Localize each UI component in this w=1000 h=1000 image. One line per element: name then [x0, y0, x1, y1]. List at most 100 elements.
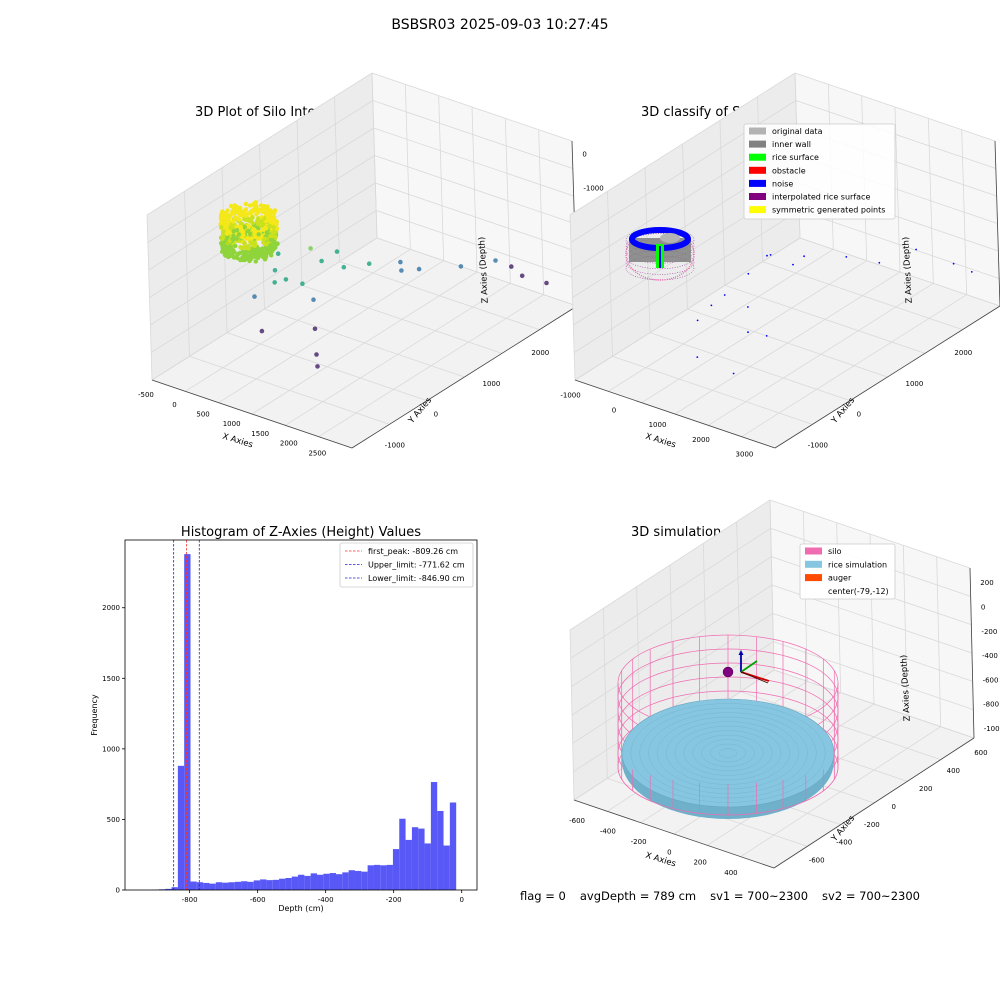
grid-line [795, 100, 996, 169]
cluster-point [252, 234, 258, 240]
sparse-points [252, 246, 549, 369]
histogram-bar [266, 880, 273, 890]
silo-bottom-front [617, 766, 839, 816]
cluster-point [236, 217, 242, 222]
cluster-point [271, 246, 277, 252]
cluster-point [219, 213, 224, 218]
cluster-point [236, 232, 242, 237]
histogram-bar [304, 875, 311, 890]
grid-line [147, 100, 374, 243]
grid-line [762, 261, 963, 331]
histogram-bar [184, 554, 191, 890]
histogram-bar [196, 882, 204, 890]
z-tick-label: 0 [582, 150, 586, 158]
x-tick-label: -600 [569, 817, 585, 825]
noise-point [952, 262, 955, 265]
grid-line [769, 499, 971, 569]
panel-histogram: Histogram of Z-Axies (Height) Values -800… [90, 525, 478, 913]
data-point [252, 294, 257, 299]
grid-line [569, 72, 796, 216]
z-tick-label: -800 [983, 701, 999, 709]
classified-cluster [625, 227, 695, 281]
sv1-value: sv1 = 700~2300 [710, 889, 809, 903]
legend: silo rice simulation auger center(-79,-12) [799, 543, 896, 600]
cluster-point [246, 246, 251, 251]
histogram-bar [405, 839, 412, 890]
data-point [314, 352, 319, 357]
rice-mesh-ring [674, 725, 782, 781]
y-tick-label: 200 [919, 785, 932, 793]
x-tick-label: 1000 [223, 420, 241, 428]
y-tick-label: -200 [864, 821, 880, 829]
grid-line [569, 499, 771, 631]
z-tick-label: 0 [981, 603, 985, 611]
histogram-bar [234, 881, 242, 890]
panel-simulation-3d-plot: 3D simulation of Silo Interior-600-400-2… [569, 499, 1000, 877]
cluster-point [261, 240, 266, 245]
reference-lines [173, 540, 200, 890]
cluster-point [268, 208, 273, 213]
legend-label: center(-79,-12) [828, 587, 889, 596]
y-tick-label: 0 [116, 887, 120, 895]
cluster-point [264, 241, 269, 247]
cluster-point [268, 237, 273, 242]
x-axis-line [573, 799, 775, 869]
data-point [334, 249, 340, 254]
noise-point [732, 372, 735, 375]
x-tick-label: 500 [196, 410, 209, 418]
x-tick-label: 3000 [736, 451, 754, 459]
noise-point [769, 254, 772, 256]
data-point [300, 281, 305, 287]
data-point [319, 258, 324, 264]
legend-swatch [749, 166, 766, 174]
cluster-point [231, 219, 236, 224]
cluster-point [242, 241, 247, 246]
rice-mesh-ring [683, 730, 773, 776]
legend-box [743, 123, 896, 220]
histogram-bar [430, 782, 438, 890]
panel-title: Histogram of Z-Axies (Height) Values [181, 525, 421, 540]
histogram-bar [354, 870, 362, 890]
noise-point [710, 304, 713, 307]
dense-cluster [218, 200, 280, 264]
x-axis-label: X Axies [221, 432, 254, 451]
cluster-point [251, 243, 256, 248]
histogram-bar [386, 864, 393, 890]
sv2-value: sv2 = 700~2300 [822, 889, 920, 903]
legend-swatch [749, 206, 766, 214]
cluster-point [240, 209, 245, 215]
cluster-point [232, 205, 237, 211]
cluster-point [256, 232, 261, 237]
cluster-point [238, 227, 244, 232]
rice-mesh-ring [710, 743, 746, 763]
histogram-bar [285, 878, 292, 890]
cluster-point [229, 223, 235, 228]
noise-point [747, 306, 749, 308]
cluster-point [247, 255, 252, 260]
histogram-bar [449, 802, 457, 890]
histogram-bar [279, 878, 286, 890]
legend-label: auger [828, 574, 852, 583]
cluster-point [242, 225, 247, 230]
cluster-point [219, 225, 224, 230]
cluster-point [272, 230, 278, 235]
histogram-bar [399, 818, 406, 890]
data-point [544, 280, 549, 286]
cluster-point [233, 254, 238, 259]
y-tick-label: 0 [857, 411, 861, 419]
rice-mesh-ring [701, 739, 755, 767]
cluster-point [242, 255, 247, 261]
histogram-bar [209, 883, 216, 890]
cluster-point [240, 235, 245, 240]
cluster-point [243, 201, 249, 207]
histogram-bar [228, 882, 235, 890]
cluster-point [221, 240, 226, 245]
data-point [399, 268, 404, 273]
cluster-point [228, 244, 234, 250]
silo-front [617, 755, 839, 816]
noise-point [766, 254, 768, 257]
noise-core [659, 246, 661, 268]
cluster-point [239, 246, 244, 251]
cluster-point [253, 259, 258, 264]
